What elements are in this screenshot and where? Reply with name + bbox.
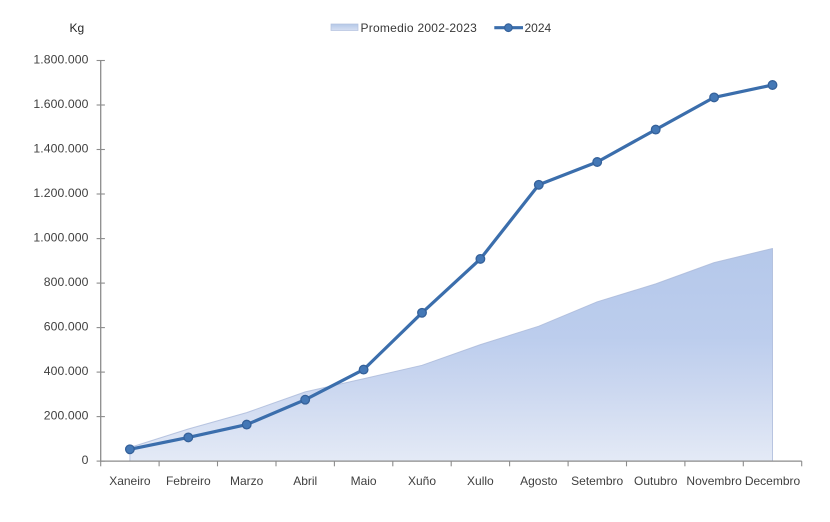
svg-text:Agosto: Agosto [520, 474, 558, 488]
svg-text:1.400.000: 1.400.000 [33, 141, 88, 155]
svg-text:Setembro: Setembro [571, 474, 623, 488]
svg-text:1.000.000: 1.000.000 [33, 230, 88, 244]
svg-text:Febreiro: Febreiro [166, 474, 211, 488]
svg-text:Kg: Kg [70, 21, 85, 35]
svg-text:Xuño: Xuño [408, 474, 436, 488]
svg-text:Xaneiro: Xaneiro [109, 474, 151, 488]
svg-text:800.000: 800.000 [44, 275, 89, 289]
svg-text:Xullo: Xullo [467, 474, 494, 488]
svg-text:400.000: 400.000 [44, 364, 89, 378]
svg-text:Novembro: Novembro [686, 474, 742, 488]
svg-text:200.000: 200.000 [44, 408, 89, 422]
svg-text:1.600.000: 1.600.000 [33, 97, 88, 111]
svg-text:Abril: Abril [293, 474, 317, 488]
svg-text:0: 0 [82, 453, 89, 467]
svg-text:1.800.000: 1.800.000 [33, 52, 88, 66]
svg-text:Outubro: Outubro [634, 474, 678, 488]
svg-text:600.000: 600.000 [44, 319, 89, 333]
svg-text:Marzo: Marzo [230, 474, 264, 488]
svg-text:2024: 2024 [525, 21, 552, 35]
svg-text:Promedio 2002-2023: Promedio 2002-2023 [361, 21, 478, 35]
svg-text:1.200.000: 1.200.000 [33, 186, 88, 200]
svg-text:Decembro: Decembro [745, 474, 801, 488]
svg-text:Maio: Maio [351, 474, 377, 488]
